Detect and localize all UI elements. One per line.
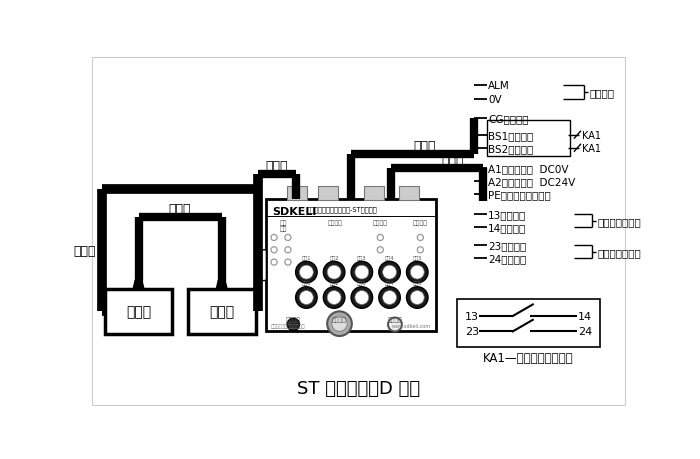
Text: 13: 13 <box>465 311 479 321</box>
Text: 0V: 0V <box>488 95 502 105</box>
Text: 23: 23 <box>465 327 479 336</box>
Text: 复位模式: 复位模式 <box>286 316 301 322</box>
Text: 13（蓝色）: 13（蓝色） <box>488 210 526 220</box>
Circle shape <box>407 287 428 308</box>
Text: www.sdkeli.com: www.sdkeli.com <box>392 324 431 329</box>
Text: 输出控制: 输出控制 <box>413 219 428 225</box>
Circle shape <box>327 266 341 280</box>
Text: 传输线: 传输线 <box>74 244 96 257</box>
Text: 信号线: 信号线 <box>413 140 435 153</box>
Text: 通道3: 通道3 <box>357 280 367 285</box>
Text: A2（红色）：  DC24V: A2（红色）： DC24V <box>488 177 575 187</box>
Circle shape <box>295 262 317 283</box>
Text: 通道1: 通道1 <box>302 280 312 285</box>
Circle shape <box>410 266 424 280</box>
Circle shape <box>379 287 400 308</box>
Text: 山东新力光电技术有限公司: 山东新力光电技术有限公司 <box>271 324 305 329</box>
Text: 报警输出: 报警输出 <box>328 219 343 225</box>
Text: ALM: ALM <box>488 81 510 91</box>
Text: 通道4: 通道4 <box>385 255 394 260</box>
Text: 通道1: 通道1 <box>302 255 312 260</box>
Text: 电源开关: 电源开关 <box>387 316 402 322</box>
Circle shape <box>295 287 317 308</box>
Text: 通道4: 通道4 <box>385 280 394 285</box>
Circle shape <box>388 318 402 332</box>
Text: KA1: KA1 <box>582 144 601 154</box>
FancyBboxPatch shape <box>266 200 435 332</box>
FancyBboxPatch shape <box>364 186 384 200</box>
Text: 通道5: 通道5 <box>412 255 422 260</box>
Text: CG（红色）: CG（红色） <box>488 114 528 124</box>
Text: BS1（蓝色）: BS1（蓝色） <box>488 131 533 141</box>
Text: 24: 24 <box>578 327 592 336</box>
FancyBboxPatch shape <box>399 186 419 200</box>
Text: 辅助输出: 辅助输出 <box>373 219 388 225</box>
Text: KA1—折弯机慢下继电器: KA1—折弯机慢下继电器 <box>483 352 574 364</box>
Text: 通道2: 通道2 <box>329 280 339 285</box>
Text: 发射器: 发射器 <box>126 305 151 319</box>
Text: 通道5: 通道5 <box>412 280 422 285</box>
Circle shape <box>407 262 428 283</box>
Text: 接报警器: 接报警器 <box>589 88 615 98</box>
Circle shape <box>355 291 369 305</box>
Text: 接快下控制输出: 接快下控制输出 <box>597 247 641 257</box>
Text: 通道3: 通道3 <box>357 255 367 260</box>
Text: ST 型控制器（D 型）: ST 型控制器（D 型） <box>298 379 420 397</box>
Circle shape <box>383 266 396 280</box>
Circle shape <box>300 291 314 305</box>
Circle shape <box>410 291 424 305</box>
FancyBboxPatch shape <box>457 299 600 347</box>
Text: 传输线: 传输线 <box>265 160 288 173</box>
Text: 传输线: 传输线 <box>169 203 191 216</box>
Text: 电源线: 电源线 <box>442 153 464 167</box>
FancyBboxPatch shape <box>105 290 172 334</box>
FancyBboxPatch shape <box>255 250 266 281</box>
Circle shape <box>332 316 347 332</box>
FancyBboxPatch shape <box>287 186 307 200</box>
Text: SDKELI: SDKELI <box>272 207 317 217</box>
Circle shape <box>383 291 396 305</box>
Text: PE（黄绿色）：接地: PE（黄绿色）：接地 <box>488 190 551 200</box>
Text: 报警: 报警 <box>279 226 287 231</box>
Circle shape <box>351 262 372 283</box>
Text: 状态: 状态 <box>279 219 287 225</box>
Text: 23（棕色）: 23（棕色） <box>488 241 526 251</box>
Text: 接快下控制输出: 接快下控制输出 <box>597 217 641 226</box>
Text: 通道调整: 通道调整 <box>332 316 347 322</box>
Circle shape <box>323 262 345 283</box>
FancyBboxPatch shape <box>188 290 256 334</box>
Text: 接收器: 接收器 <box>209 305 234 319</box>
Polygon shape <box>216 281 227 290</box>
Text: KA1: KA1 <box>582 131 601 141</box>
Text: 14: 14 <box>578 311 592 321</box>
Circle shape <box>351 287 372 308</box>
Text: 24（棕色）: 24（棕色） <box>488 254 526 263</box>
Circle shape <box>379 262 400 283</box>
Circle shape <box>327 291 341 305</box>
FancyBboxPatch shape <box>318 186 338 200</box>
Text: BS2（棕色）: BS2（棕色） <box>488 144 533 154</box>
Circle shape <box>327 312 352 336</box>
Circle shape <box>287 319 300 331</box>
Circle shape <box>355 266 369 280</box>
Text: 压片型激光安全保护装置-ST型控制器: 压片型激光安全保护装置-ST型控制器 <box>307 207 377 213</box>
Text: 14（蓝色）: 14（蓝色） <box>488 223 526 233</box>
Circle shape <box>323 287 345 308</box>
Polygon shape <box>133 281 144 290</box>
Text: A1（白色）：  DC0V: A1（白色）： DC0V <box>488 164 568 174</box>
Circle shape <box>300 266 314 280</box>
Text: 通道2: 通道2 <box>329 255 339 260</box>
